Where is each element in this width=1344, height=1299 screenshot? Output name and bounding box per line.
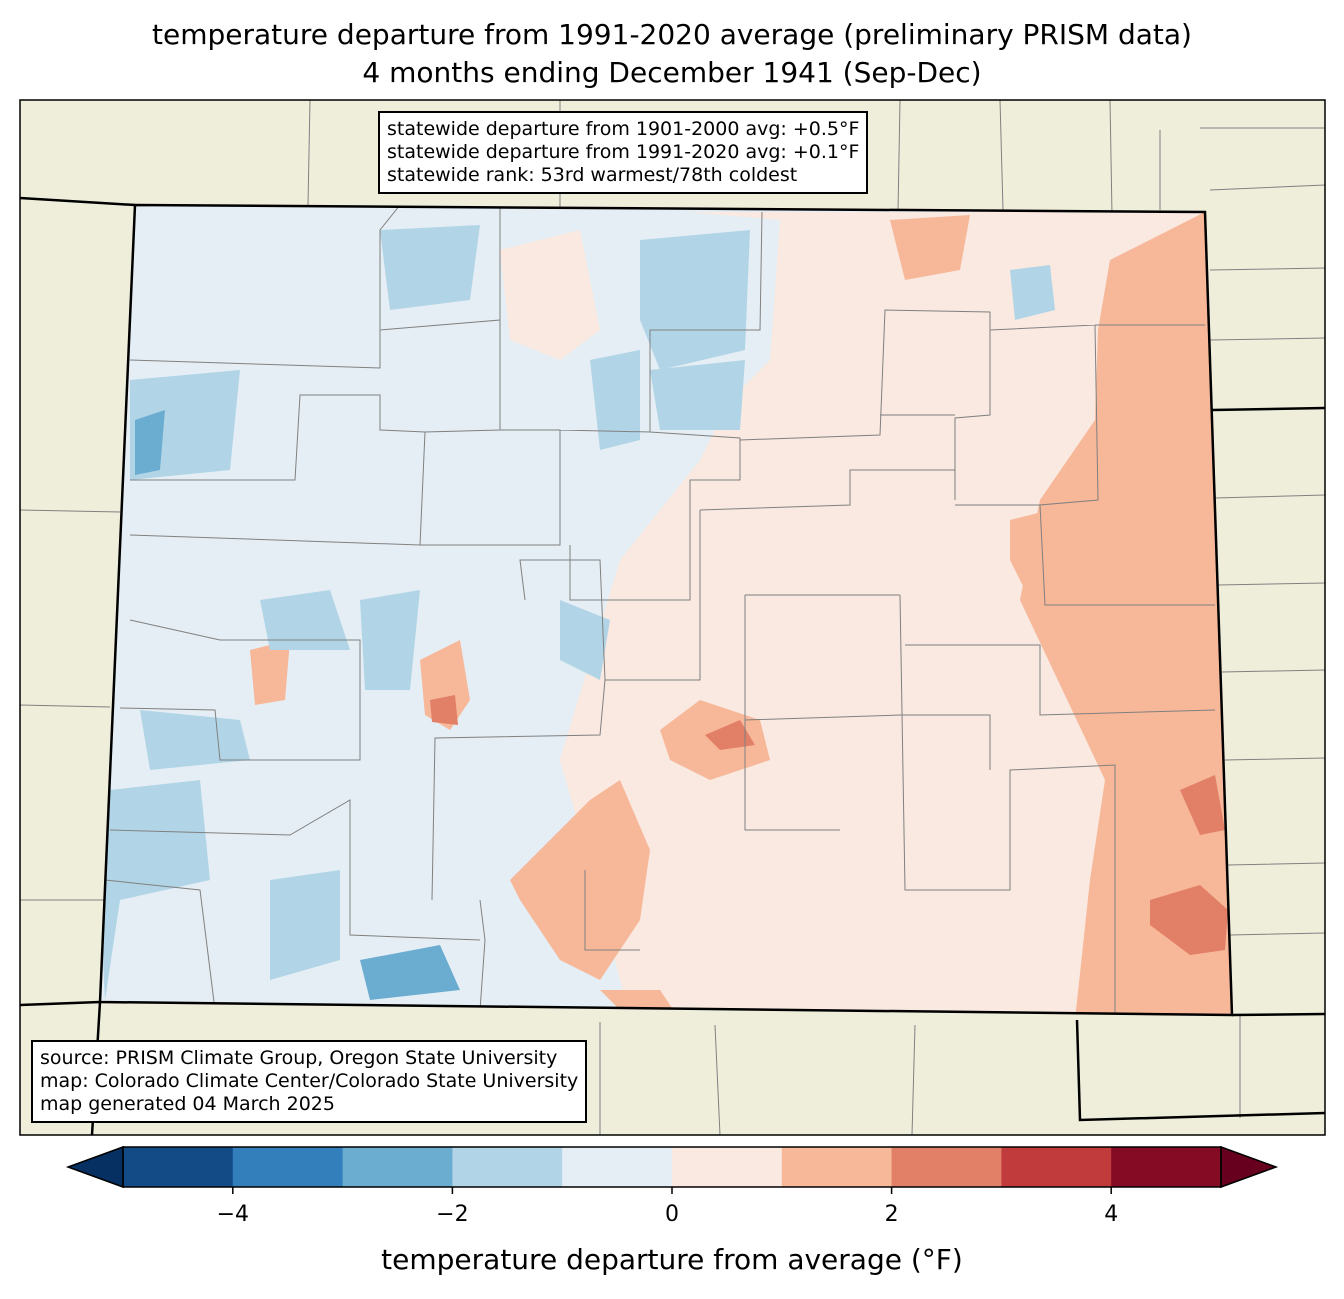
colorbar-bin xyxy=(562,1147,673,1187)
colorbar-label: temperature departure from average (°F) xyxy=(381,1243,963,1276)
colorbar-tick-label: 0 xyxy=(665,1202,679,1227)
source-text: source: PRISM Climate Group, Oregon Stat… xyxy=(40,1047,558,1069)
colorbar-bin xyxy=(123,1147,234,1187)
map-frame xyxy=(19,99,1326,1136)
colorado-state-border xyxy=(98,203,1234,1017)
stats-departure-1901-2000: statewide departure from 1901-2000 avg: … xyxy=(387,118,860,140)
colorbar-over-arrow xyxy=(1220,1145,1279,1189)
colorbar xyxy=(65,1145,1279,1194)
colorbar-tick-label: −2 xyxy=(436,1202,469,1227)
colorbar-tick-label: 4 xyxy=(1104,1202,1119,1227)
colorbar-bin xyxy=(1111,1147,1222,1187)
stats-rank: statewide rank: 53rd warmest/78th coldes… xyxy=(387,164,798,186)
source-box: source: PRISM Climate Group, Oregon Stat… xyxy=(31,1040,588,1123)
colorbar-bin xyxy=(232,1147,344,1187)
colorbar-tick-label: −4 xyxy=(216,1202,250,1227)
stats-departure-1991-2020: statewide departure from 1991-2020 avg: … xyxy=(387,141,860,163)
colorbar-bin xyxy=(1001,1147,1112,1187)
map-credit-text: map: Colorado Climate Center/Colorado St… xyxy=(40,1070,579,1092)
statewide-stats-box: statewide departure from 1901-2000 avg: … xyxy=(378,111,869,194)
colorbar-bin xyxy=(342,1147,453,1187)
colorbar-under-arrow xyxy=(65,1145,124,1189)
generated-date-text: map generated 04 March 2025 xyxy=(40,1093,335,1115)
map-title-line1: temperature departure from 1991-2020 ave… xyxy=(152,18,1192,51)
neighbor-county-lines xyxy=(20,100,1325,1135)
colorbar-tick-label: 2 xyxy=(884,1202,899,1227)
neighbor-state-lines xyxy=(20,196,1325,1135)
colorbar-bin xyxy=(672,1147,783,1187)
colorbar-bin xyxy=(452,1147,563,1187)
colorbar-bin xyxy=(781,1147,893,1187)
colorado-temperature-field xyxy=(100,205,1232,1015)
colorbar-bin xyxy=(891,1147,1002,1187)
map-title-line2: 4 months ending December 1941 (Sep-Dec) xyxy=(362,56,982,89)
